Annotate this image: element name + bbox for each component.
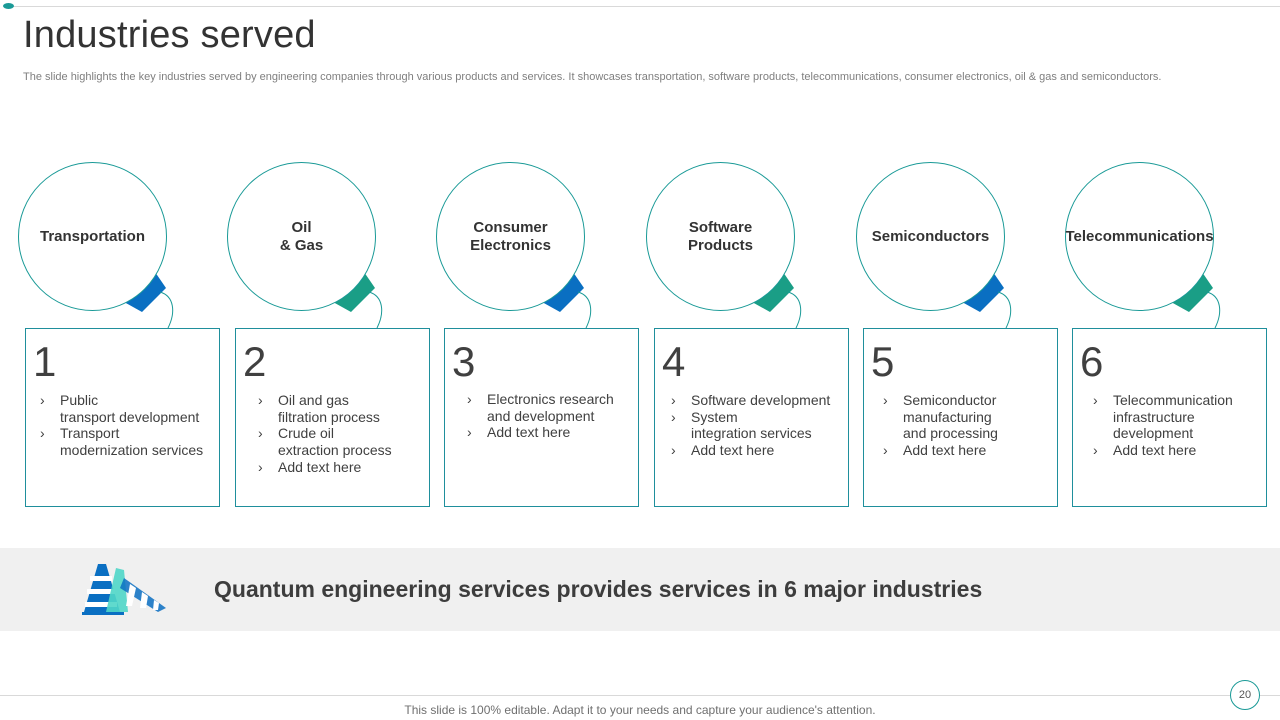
card-bullet: Software development: [671, 392, 830, 409]
card-number: 1: [33, 338, 57, 385]
page-number-badge: 20: [1230, 680, 1260, 710]
slide-title: Industries served: [23, 14, 316, 56]
footer-text: This slide is 100% editable. Adapt it to…: [404, 703, 876, 717]
card-bullet: Add text here: [671, 442, 830, 459]
card-bullet: Semiconductor manufacturing and processi…: [883, 392, 998, 442]
pointer-blue-icon: [124, 272, 174, 329]
industry-circle-semiconductors[interactable]: Semiconductors: [856, 162, 1005, 311]
card-bullet: Crude oil extraction process: [258, 425, 392, 458]
card-number: 4: [662, 338, 686, 385]
card-number: 6: [1080, 338, 1104, 385]
industry-label: Consumer Electronics: [470, 218, 551, 254]
industry-circle-consumer-electronics[interactable]: Consumer Electronics: [436, 162, 585, 311]
card-bullet: Transport modernization services: [40, 425, 203, 458]
card-bullet: Add text here: [467, 424, 614, 441]
industry-card-6: 6 Telecommunication infrastructure devel…: [1072, 328, 1267, 507]
card-bullet: Public transport development: [40, 392, 203, 425]
card-bullet: System integration services: [671, 409, 830, 442]
accent-dot: [3, 3, 14, 9]
pointer-blue-icon: [962, 272, 1012, 329]
slide-subtitle: The slide highlights the key industries …: [23, 71, 1162, 83]
card-bullet: Add text here: [258, 459, 392, 476]
industry-card-5: 5 Semiconductor manufacturing and proces…: [863, 328, 1058, 507]
pointer-green-icon: [752, 272, 802, 329]
card-bullets: Telecommunication infrastructure develop…: [1093, 392, 1233, 459]
card-number: 5: [871, 338, 895, 385]
industry-label: Telecommunications: [1065, 227, 1214, 245]
industry-card-1: 1 Public transport development Transport…: [25, 328, 220, 507]
industry-card-3: 3 Electronics research and development A…: [444, 328, 639, 507]
industry-circle-transportation[interactable]: Transportation: [18, 162, 167, 311]
industry-circle-telecommunications[interactable]: Telecommunications: [1065, 162, 1214, 311]
card-bullet: Telecommunication infrastructure develop…: [1093, 392, 1233, 442]
industry-label: Software Products: [687, 218, 753, 254]
card-bullet: Electronics research and development: [467, 391, 614, 424]
industry-label: Semiconductors: [871, 227, 990, 245]
card-bullet: Add text here: [883, 442, 998, 459]
card-bullets: Public transport development Transport m…: [40, 392, 203, 459]
banner-text: Quantum engineering services provides se…: [214, 576, 983, 602]
card-bullet: Add text here: [1093, 442, 1233, 459]
industry-label: Oil & Gas: [279, 218, 324, 254]
industry-card-2: 2 Oil and gas filtration process Crude o…: [235, 328, 430, 507]
card-number: 2: [243, 338, 267, 385]
industry-circle-oil-gas[interactable]: Oil & Gas: [227, 162, 376, 311]
card-bullets: Electronics research and development Add…: [467, 391, 614, 441]
traffic-cone-icon: [82, 564, 166, 615]
pointer-green-icon: [333, 272, 383, 329]
footer-rule: [0, 695, 1280, 696]
pointer-green-icon: [1171, 272, 1221, 329]
card-number: 3: [452, 338, 476, 385]
industry-circle-software-products[interactable]: Software Products: [646, 162, 795, 311]
industry-card-4: 4 Software development System integratio…: [654, 328, 849, 507]
top-rule: [8, 6, 1280, 7]
industry-label: Transportation: [39, 227, 145, 245]
pointer-blue-icon: [542, 272, 592, 329]
summary-banner: Quantum engineering services provides se…: [0, 548, 1280, 631]
card-bullets: Oil and gas filtration process Crude oil…: [258, 392, 392, 476]
card-bullet: Oil and gas filtration process: [258, 392, 392, 425]
card-bullets: Semiconductor manufacturing and processi…: [883, 392, 998, 459]
card-bullets: Software development System integration …: [671, 392, 830, 459]
